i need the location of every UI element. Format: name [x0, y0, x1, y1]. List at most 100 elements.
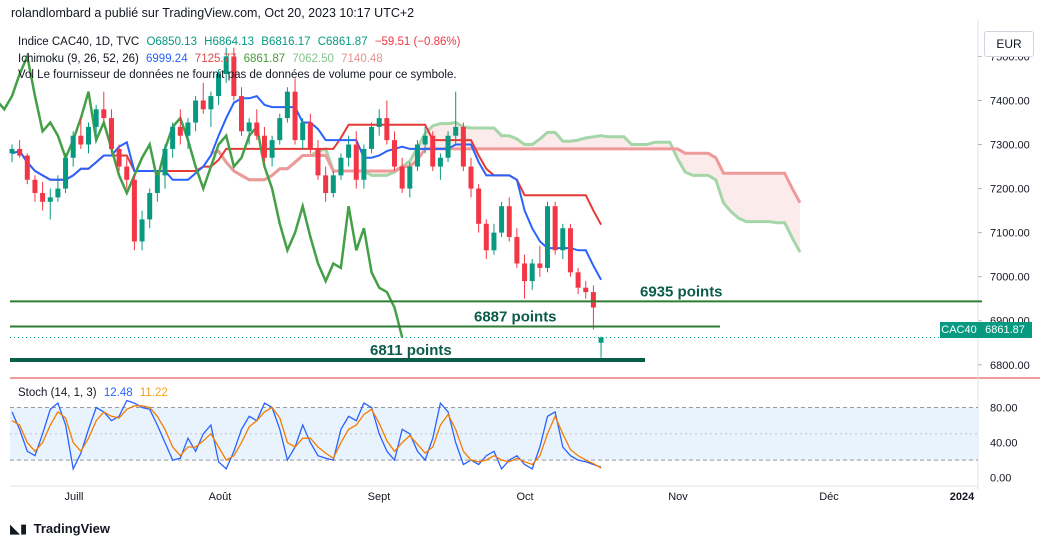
candle-body: [338, 157, 344, 176]
candle-body: [231, 56, 237, 97]
price-tick-label: 7000.00: [990, 272, 1030, 284]
candle-body: [177, 126, 183, 136]
candle-body: [583, 287, 589, 293]
low-label: B: [261, 36, 269, 48]
candle-body: [63, 157, 69, 189]
currency-button[interactable]: EUR: [984, 31, 1034, 57]
candle-body: [353, 144, 359, 180]
volume-note: Vol Le fournisseur de données ne fournit…: [18, 69, 457, 81]
candle-body: [239, 96, 244, 132]
candle-body: [491, 232, 497, 251]
candle-body: [101, 109, 107, 119]
time-tick-label: Oct: [516, 491, 533, 503]
candle-body: [407, 166, 413, 189]
support-label: 6811 points: [370, 342, 452, 359]
candles: [9, 47, 978, 358]
tenkan-value: 6999.24: [146, 53, 188, 65]
symbol-label: Indice CAC40, 1D, TVC: [18, 36, 140, 48]
candle-body: [514, 237, 520, 264]
candle-body: [277, 118, 283, 141]
candle-body: [269, 140, 275, 158]
stoch-k-line: [11, 399, 602, 471]
candle-body: [346, 144, 352, 158]
candle-body: [330, 175, 336, 193]
candle-body: [185, 122, 191, 136]
tradingview-brand[interactable]: ◣▮ TradingView: [10, 521, 110, 537]
kijun-value: 7125.77: [194, 53, 237, 65]
candle-body: [24, 155, 30, 180]
candle-body: [422, 135, 428, 145]
candle-body: [254, 122, 260, 136]
candle-body: [93, 109, 99, 127]
change-value: −59.51 (−0.86%): [374, 36, 461, 48]
candle-body: [154, 175, 160, 193]
time-tick-label: Déc: [819, 491, 839, 503]
candle-body: [590, 292, 596, 308]
last-price-symbol: CAC40: [940, 322, 978, 338]
candle-body: [40, 192, 46, 202]
candle-body: [116, 148, 122, 167]
candle-body: [506, 206, 512, 238]
span-b-line: [210, 147, 802, 204]
price-tick-label: 7200.00: [990, 184, 1030, 196]
support-label: 6887 points: [474, 308, 557, 325]
candle-body: [323, 175, 329, 193]
candle-body: [9, 148, 15, 154]
stoch-d-line: [11, 405, 602, 469]
tradingview-logo-icon: ◣▮: [10, 521, 28, 536]
time-tick-label: Nov: [668, 491, 688, 503]
tenkan-line: [11, 94, 602, 281]
candle-body: [246, 122, 252, 132]
span-b-value: 7140.48: [341, 53, 383, 65]
candle-body: [453, 126, 459, 136]
ichimoku-legend: Ichimoku (9, 26, 52, 26) 6999.24 7125.77…: [18, 53, 383, 65]
annotations: 6935 points 6887 points 6811 points: [10, 283, 982, 362]
ohlc-legend: Indice CAC40, 1D, TVC O6850.13 H6864.13 …: [18, 36, 460, 48]
candle-body: [414, 144, 420, 167]
candle-body: [430, 135, 436, 167]
candle-body: [284, 91, 290, 119]
open-label: O: [146, 36, 156, 48]
candle-body: [529, 263, 535, 282]
candle-body: [17, 148, 23, 156]
publish-caption: rolandlombard a publié sur TradingView.c…: [11, 6, 415, 20]
candle-body: [47, 197, 53, 202]
candle-body: [124, 166, 130, 180]
time-tick-label: Sept: [368, 491, 391, 503]
low-value: 6816.17: [268, 36, 311, 48]
candle-body: [376, 118, 382, 127]
stoch-tick-label: 40.00: [990, 438, 1018, 450]
stoch-d-value: 11.22: [139, 387, 168, 399]
stoch-legend: Stoch (14, 1, 3) 12.48 11.22: [18, 387, 168, 399]
time-tick-label: 2024: [950, 491, 975, 503]
last-price-label: 6861.87: [978, 322, 1032, 338]
candle-body: [552, 206, 558, 251]
cloud-fill: [210, 122, 800, 253]
span-a-value: 7062.50: [292, 53, 334, 65]
candle-body: [108, 118, 114, 149]
open-value: 6850.13: [155, 36, 197, 48]
candle-body: [193, 100, 199, 123]
close-value: 6861.87: [326, 36, 368, 48]
stoch-tick-label: 80.00: [990, 403, 1018, 415]
candle-body: [300, 122, 306, 141]
candle-body: [70, 135, 76, 158]
candle-body: [315, 148, 321, 176]
candle-body: [560, 228, 566, 251]
candle-body: [369, 126, 375, 149]
candle-body: [392, 140, 397, 167]
candle-body: [86, 126, 91, 145]
candle-body: [307, 122, 313, 149]
candle-body: [261, 135, 267, 158]
candle-body: [468, 166, 474, 189]
candle-body: [170, 126, 176, 149]
chikou-value: 6861.87: [243, 53, 286, 65]
price-tick-label: 7300.00: [990, 140, 1030, 152]
price-tick-label: 6800.00: [990, 360, 1030, 372]
candle-body: [208, 96, 214, 110]
price-tick-label: 7100.00: [990, 228, 1030, 240]
candle-body: [216, 74, 222, 97]
stochastic-panel: 0.00 40.00 80.00: [10, 399, 1018, 485]
candle-body: [384, 118, 390, 141]
